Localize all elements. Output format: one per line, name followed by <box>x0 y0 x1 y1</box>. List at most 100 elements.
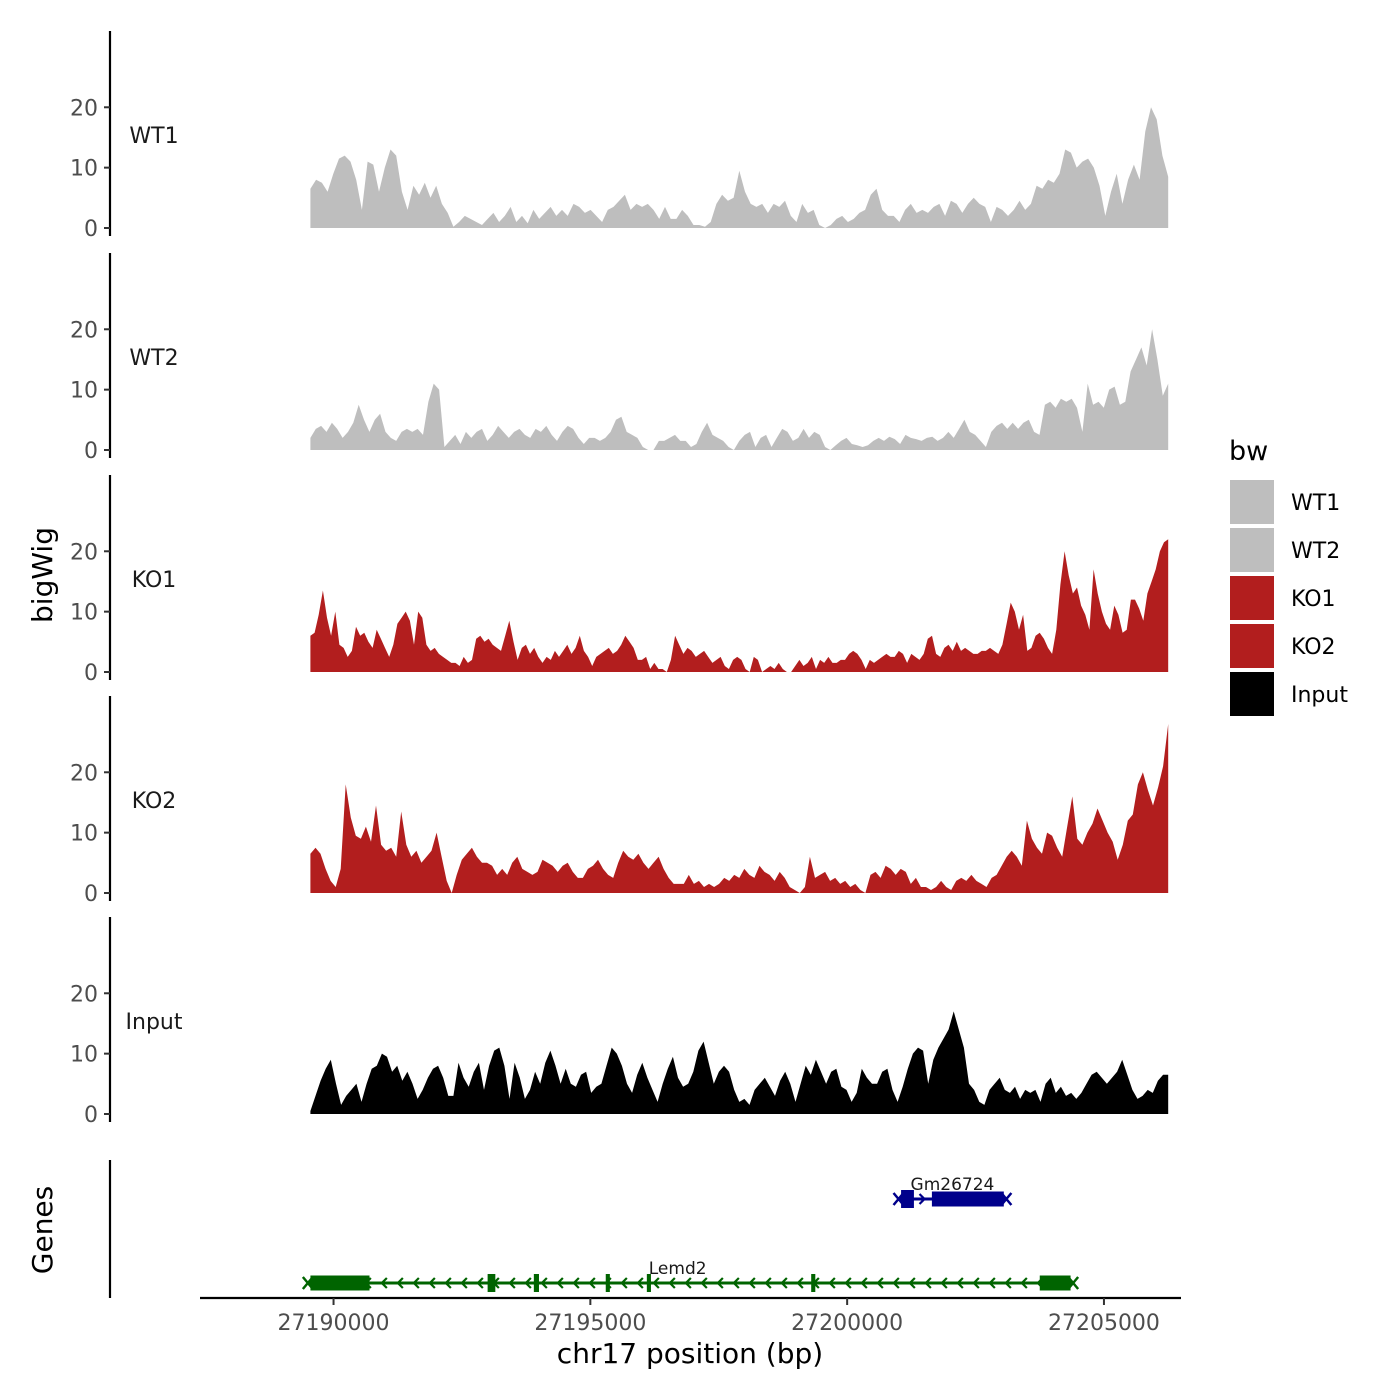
strand-chevron <box>412 1277 420 1289</box>
legend-swatch-wt2 <box>1230 528 1274 572</box>
gene-model-gm26724: Gm26724 <box>892 1175 1013 1208</box>
y-tick-label: 10 <box>70 157 98 182</box>
x-tick-label: 27195000 <box>534 1311 646 1336</box>
exon-block <box>931 1191 1004 1207</box>
exon-block <box>1039 1275 1071 1291</box>
genes-layer: Gm26724 Lemd2 <box>108 1160 1080 1298</box>
track-panel-wt1: 0 10 20 WT1 <box>70 31 1169 242</box>
strand-chevron <box>508 1277 516 1289</box>
strand-chevron <box>396 1277 404 1289</box>
legend-label-ko2: KO2 <box>1291 635 1336 660</box>
y-tick-label: 20 <box>70 318 98 343</box>
genes-axis-title: Genes <box>26 1186 59 1274</box>
strand-chevron <box>620 1277 628 1289</box>
signal-area-ko1 <box>310 539 1169 672</box>
track-panel-wt2: 0 10 20 WT2 <box>70 253 1169 464</box>
strand-chevron <box>780 1277 788 1289</box>
y-tick-label: 20 <box>70 982 98 1007</box>
strand-chevron <box>1020 1277 1028 1289</box>
y-tick-label: 10 <box>70 379 98 404</box>
strand-chevron <box>636 1277 644 1289</box>
x-axis-title: chr17 position (bp) <box>557 1337 823 1370</box>
strand-chevron <box>716 1277 724 1289</box>
signal-area-wt2 <box>310 329 1169 450</box>
strand-chevron <box>918 1193 927 1205</box>
strand-chevron <box>796 1277 804 1289</box>
legend-swatch-wt1 <box>1230 480 1274 524</box>
x-tick-label: 27190000 <box>278 1311 390 1336</box>
x-tick-label: 27200000 <box>791 1311 903 1336</box>
track-label: WT1 <box>129 124 178 149</box>
strand-chevron <box>588 1277 596 1289</box>
legend-title: bw <box>1229 436 1268 467</box>
strand-chevron <box>764 1277 772 1289</box>
legend-swatch-ko1 <box>1230 576 1274 620</box>
exon-block <box>646 1274 651 1292</box>
strand-chevron <box>476 1277 484 1289</box>
strand-chevron <box>844 1277 852 1289</box>
strand-chevron <box>540 1277 548 1289</box>
strand-chevron <box>668 1277 676 1289</box>
strand-chevron <box>892 1277 900 1289</box>
exon-block <box>605 1274 610 1292</box>
legend-label-input: Input <box>1291 683 1348 708</box>
legend-swatch-input <box>1230 672 1274 716</box>
y-tick-label: 10 <box>70 601 98 626</box>
track-panel-input: 0 10 20 Input <box>70 917 1169 1128</box>
y-tick-label: 10 <box>70 1043 98 1068</box>
signal-area-ko2 <box>310 724 1169 893</box>
legend-label-ko1: KO1 <box>1291 587 1336 612</box>
legend: bw WT1 WT2 KO1 KO2 Input <box>1229 436 1348 716</box>
strand-chevron <box>924 1277 932 1289</box>
exon-block <box>487 1274 496 1292</box>
strand-chevron <box>876 1277 884 1289</box>
track-label: Input <box>126 1010 183 1035</box>
legend-swatch-ko2 <box>1230 624 1274 668</box>
gene-model-lemd2: Lemd2 <box>301 1259 1080 1292</box>
track-panel-ko2: 0 10 20 KO2 <box>70 696 1169 907</box>
legend-label-wt1: WT1 <box>1291 491 1340 516</box>
strand-chevron <box>956 1277 964 1289</box>
y-axis-title: bigWig <box>26 527 59 623</box>
strand-chevron <box>524 1277 532 1289</box>
exon-block <box>533 1274 539 1292</box>
y-tick-label: 20 <box>70 761 98 786</box>
signal-area-input <box>310 1011 1169 1114</box>
gene-label: Gm26724 <box>911 1175 995 1195</box>
strand-chevron <box>380 1277 388 1289</box>
y-tick-label: 20 <box>70 96 98 121</box>
strand-chevron <box>988 1277 996 1289</box>
tracks-layer: 0 10 20 WT1 0 10 20 WT2 0 10 20 KO1 0 10 20 KO2 0 10 20 Inp… <box>70 31 1169 1128</box>
strand-chevron <box>652 1277 660 1289</box>
y-tick-label: 0 <box>84 882 98 907</box>
strand-chevron <box>556 1277 564 1289</box>
strand-chevron <box>428 1277 436 1289</box>
x-tick-label: 27205000 <box>1048 1311 1160 1336</box>
y-tick-label: 10 <box>70 822 98 847</box>
strand-chevron <box>908 1277 916 1289</box>
strand-chevron <box>860 1277 868 1289</box>
track-label: WT2 <box>129 346 178 371</box>
strand-chevron <box>972 1277 980 1289</box>
track-panel-ko1: 0 10 20 KO1 <box>70 475 1169 686</box>
y-tick-label: 20 <box>70 540 98 565</box>
strand-chevron <box>700 1277 708 1289</box>
strand-chevron <box>572 1277 580 1289</box>
exon-block <box>310 1275 370 1291</box>
gene-label: Lemd2 <box>649 1259 707 1279</box>
strand-chevron <box>1004 1277 1012 1289</box>
y-tick-label: 0 <box>84 661 98 686</box>
y-tick-label: 0 <box>84 439 98 464</box>
strand-chevron <box>828 1277 836 1289</box>
strand-chevron <box>460 1277 468 1289</box>
strand-chevron <box>684 1277 692 1289</box>
exon-block <box>901 1190 914 1208</box>
legend-label-wt2: WT2 <box>1291 539 1340 564</box>
track-label: KO1 <box>132 568 177 593</box>
strand-chevron <box>748 1277 756 1289</box>
signal-area-wt1 <box>310 107 1169 228</box>
exon-block <box>811 1274 816 1292</box>
strand-chevron <box>444 1277 452 1289</box>
strand-chevron <box>940 1277 948 1289</box>
